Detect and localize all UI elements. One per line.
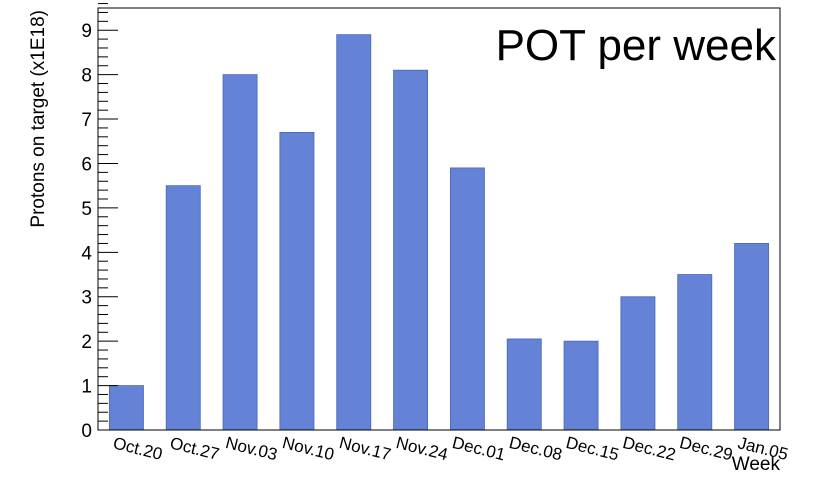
bar-dec-22 — [620, 296, 656, 431]
x-tick-label: Nov.17 — [337, 433, 393, 464]
bar-nov-10 — [279, 131, 315, 431]
x-tick-label: Dec.29 — [678, 433, 735, 464]
x-axis: Oct.20 Oct.27 Nov.03 Nov.10 Nov.17 Nov.24 Dec.… — [98, 429, 790, 464]
x-tick-label: Oct.27 — [168, 433, 221, 464]
y-tick-label: 3 — [81, 288, 92, 309]
bar-nov-17 — [336, 34, 372, 431]
y-tick-label: 1 — [81, 377, 92, 398]
bar-dec-15 — [563, 340, 599, 431]
bar-dec-08 — [506, 338, 542, 431]
x-axis-title: Week — [732, 454, 781, 472]
chart-title: POT per week — [496, 21, 777, 70]
bar-oct-27 — [165, 185, 201, 431]
y-tick-label: 7 — [81, 110, 92, 131]
bar-oct-20 — [108, 385, 144, 431]
y-axis: 0 1 2 3 4 5 6 7 8 9 — [81, 3, 118, 442]
bars-group — [108, 34, 770, 431]
x-tick-label: Nov.03 — [224, 433, 280, 464]
x-tick-label: Dec.15 — [564, 433, 621, 464]
x-tick-label: Dec.08 — [507, 433, 564, 464]
y-axis-title: Protons on target (x1E18) — [28, 10, 49, 228]
bar-nov-24 — [393, 69, 429, 431]
bar-jan-05 — [734, 243, 770, 431]
x-tick-label: Dec.22 — [621, 433, 678, 464]
y-tick-label: 9 — [81, 21, 92, 42]
x-tick-label: Nov.10 — [280, 433, 336, 464]
y-tick-label: 4 — [81, 243, 92, 264]
y-tick-label: 6 — [81, 154, 92, 175]
y-tick-label: 8 — [81, 66, 92, 87]
x-tick-label: Dec.01 — [450, 433, 507, 464]
x-tick-label: Oct.20 — [111, 433, 164, 464]
y-tick-label: 0 — [81, 421, 92, 442]
bar-nov-03 — [222, 74, 258, 431]
bar-dec-29 — [677, 274, 713, 431]
bar-dec-01 — [449, 167, 485, 431]
y-tick-label: 2 — [81, 332, 92, 353]
x-tick-label: Nov.24 — [394, 433, 450, 464]
y-tick-label: 5 — [81, 199, 92, 220]
